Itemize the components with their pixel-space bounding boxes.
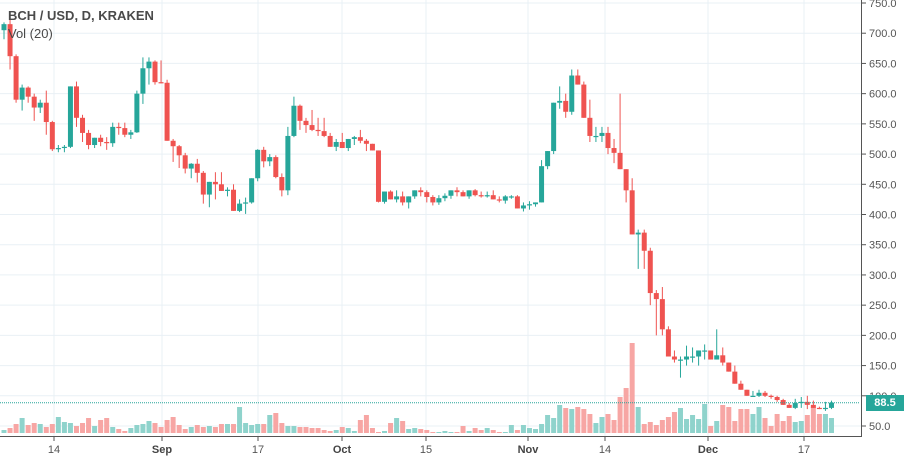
price-tick-label: 150.0 <box>869 361 897 373</box>
time-tick-label: Sep <box>152 444 172 456</box>
price-tick-label: 500.0 <box>869 149 897 161</box>
candles <box>1 18 834 411</box>
price-tick-label: 250.0 <box>869 300 897 312</box>
price-tick-label: 300.0 <box>869 270 897 282</box>
price-tick-label: 50.0 <box>869 421 890 433</box>
price-axis[interactable]: 750.0 700.0 650.0 600.0 550.0 500.0 450.0 400.0… <box>861 0 897 433</box>
symbol-title: BCH / USD, D, KRAKEN <box>8 8 154 23</box>
price-tick-label: 750.0 <box>869 0 897 10</box>
grid-lines <box>0 0 861 436</box>
time-tick-label: Oct <box>333 444 352 456</box>
time-tick-label: Dec <box>698 444 718 456</box>
price-tick-label: 600.0 <box>869 89 897 101</box>
time-tick-label: 14 <box>599 444 611 456</box>
time-axis[interactable]: 14 Sep 17 Oct 15 Nov 14 Dec 17 <box>48 436 810 456</box>
price-tick-label: 200.0 <box>869 330 897 342</box>
time-tick-label: Nov <box>518 444 540 456</box>
volume-indicator-label[interactable]: Vol (20) <box>8 26 53 41</box>
last-price-tag: 88.5 <box>866 394 904 411</box>
volume-bars <box>1 343 834 433</box>
time-tick-label: 17 <box>798 444 810 456</box>
time-tick-label: 14 <box>48 444 60 456</box>
time-tick-label: 17 <box>252 444 264 456</box>
price-tick-label: 700.0 <box>869 28 897 40</box>
price-tick-label: 400.0 <box>869 210 897 222</box>
price-tick-label: 450.0 <box>869 179 897 191</box>
price-tick-label: 350.0 <box>869 240 897 252</box>
time-tick-label: 15 <box>420 444 432 456</box>
price-tick-label: 650.0 <box>869 58 897 70</box>
price-tick-label: 550.0 <box>869 119 897 131</box>
